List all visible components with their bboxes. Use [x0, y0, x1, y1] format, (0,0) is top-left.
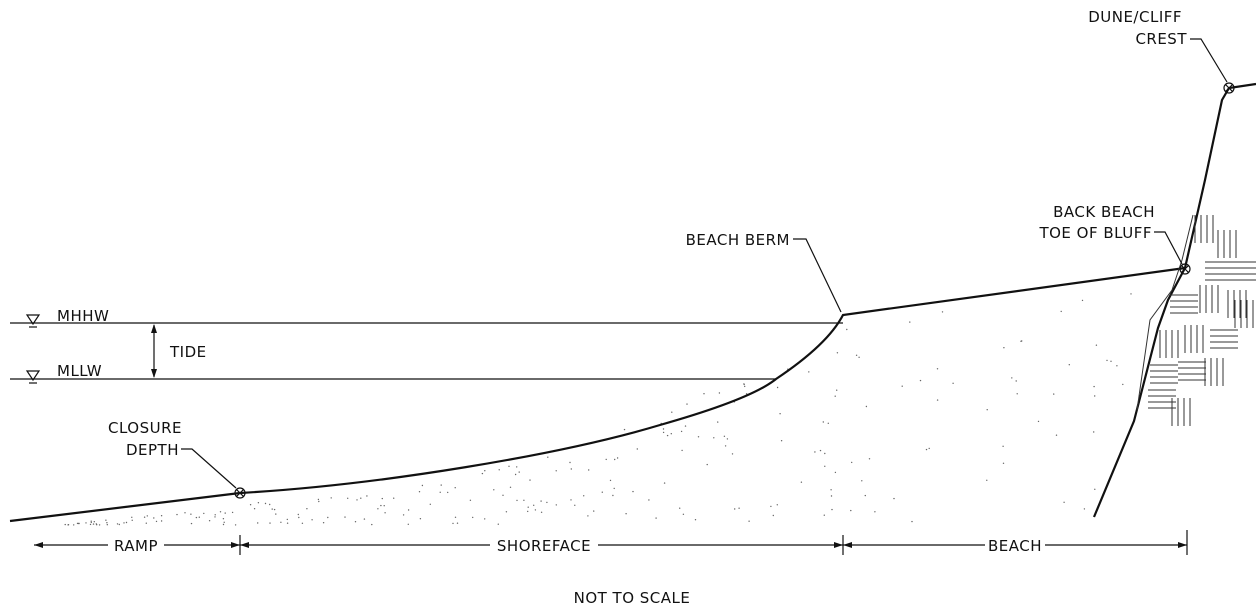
- crest-label-line1: DUNE/CLIFF: [1088, 8, 1182, 26]
- tide-label: TIDE: [169, 343, 207, 361]
- beach-dimension: [843, 542, 1187, 548]
- toe-of-bluff-marker: [1179, 263, 1191, 275]
- closure-label-line2: DEPTH: [126, 441, 179, 459]
- closure-leader: [181, 448, 237, 489]
- crest-marker: [1223, 82, 1235, 94]
- shoreface-dimension: [240, 542, 843, 548]
- mhhw-symbol: [25, 314, 41, 328]
- crest-leader: [1190, 38, 1228, 83]
- crest-label-line2: CREST: [1135, 30, 1187, 48]
- not-to-scale-note: NOT TO SCALE: [574, 589, 691, 607]
- ramp-dimension: [34, 542, 240, 548]
- beach-berm-label: BEACH BERM: [686, 231, 790, 249]
- mllw-label: MLLW: [57, 362, 102, 380]
- shoreface-label: SHOREFACE: [497, 537, 591, 555]
- closure-depth-marker: [234, 487, 246, 499]
- back-beach-label-line2: TOE OF BLUFF: [1038, 224, 1152, 242]
- tide-dimension: [151, 324, 157, 378]
- bluff-inner-line: [1136, 214, 1194, 411]
- mhhw-label: MHHW: [57, 307, 109, 325]
- mllw-symbol: [25, 370, 41, 384]
- berm-leader: [793, 238, 842, 313]
- sand-stipple: [64, 293, 1132, 526]
- beach-profile-line: [9, 266, 1186, 523]
- closure-label-line1: CLOSURE: [108, 419, 182, 437]
- back-beach-label-line1: BACK BEACH: [1053, 203, 1155, 221]
- bluff-hatching: [1148, 215, 1256, 426]
- beach-label: BEACH: [988, 537, 1042, 555]
- ramp-label: RAMP: [114, 537, 158, 555]
- toe-leader: [1154, 231, 1183, 265]
